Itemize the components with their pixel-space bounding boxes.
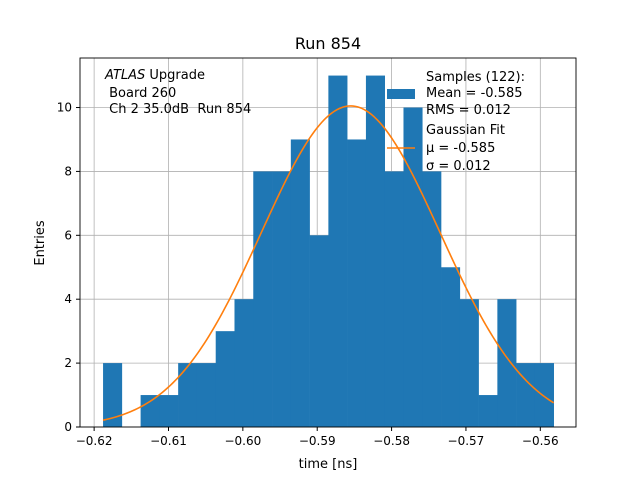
histogram-bar — [309, 235, 329, 427]
y-tick-label: 0 — [64, 420, 72, 434]
histogram-bar — [103, 363, 123, 427]
legend-samples-mean: Mean = -0.585 — [426, 86, 522, 101]
x-tick-label: −0.56 — [522, 434, 559, 448]
histogram-bar — [196, 363, 217, 427]
legend-fit-title: Gaussian Fit — [426, 123, 505, 138]
svg-text:ATLAS Upgrade: ATLAS Upgrade — [104, 68, 205, 83]
histogram-bar — [140, 395, 160, 427]
annotation-channel: Ch 2 35.0dB Run 854 — [105, 102, 251, 117]
histogram-bar — [328, 75, 348, 428]
histogram-bar — [422, 171, 442, 427]
axes-frame — [79, 57, 577, 428]
annotation-upgrade: Upgrade — [145, 68, 205, 83]
y-tick-label: 10 — [57, 101, 72, 115]
histogram-bar — [441, 267, 461, 427]
histogram-bar — [215, 331, 235, 427]
histogram-bar — [347, 139, 367, 427]
histogram-bar — [253, 171, 273, 427]
legend: Samples (122): Mean = -0.585 RMS = 0.012… — [387, 70, 525, 174]
histogram-bar — [516, 363, 536, 427]
x-tick-label: −0.58 — [373, 434, 410, 448]
legend-fit-sigma: σ = 0.012 — [426, 159, 491, 174]
x-tick-label: −0.62 — [76, 434, 113, 448]
x-tick-label: −0.57 — [448, 434, 485, 448]
legend-samples-title: Samples (122): — [426, 70, 525, 85]
chart-title: Run 854 — [295, 34, 361, 53]
legend-fit-mu: μ = -0.585 — [426, 141, 495, 156]
histogram-bar — [478, 395, 498, 427]
annotation-atlas: ATLAS — [104, 68, 145, 83]
legend-samples-patch — [387, 89, 415, 99]
x-tick-label: −0.59 — [299, 434, 336, 448]
histogram-bar — [290, 139, 310, 427]
y-tick-label: 8 — [64, 164, 72, 178]
histogram-bar — [384, 171, 404, 427]
annotation-text: ATLAS Upgrade Board 260 Ch 2 35.0dB Run … — [104, 68, 251, 117]
y-tick-label: 6 — [64, 228, 72, 242]
histogram-bar — [178, 363, 198, 427]
y-axis-label: Entries — [33, 220, 48, 266]
y-tick-label: 2 — [64, 356, 72, 370]
histogram-bar — [365, 75, 386, 428]
histogram-bar — [459, 299, 479, 427]
annotation-board: Board 260 — [105, 86, 176, 101]
histogram-bar — [403, 107, 423, 428]
x-tick-label: −0.61 — [150, 434, 187, 448]
x-axis-label: time [ns] — [299, 457, 358, 472]
histogram-bar — [272, 171, 292, 427]
x-tick-label: −0.60 — [224, 434, 261, 448]
gaussian-fit-line — [102, 105, 555, 421]
histogram-bar — [159, 395, 179, 427]
histogram-bar — [234, 299, 254, 427]
histogram-bar — [497, 299, 517, 427]
y-tick-label: 4 — [64, 292, 72, 306]
legend-samples-rms: RMS = 0.012 — [426, 103, 511, 118]
histogram-bar — [534, 363, 554, 427]
